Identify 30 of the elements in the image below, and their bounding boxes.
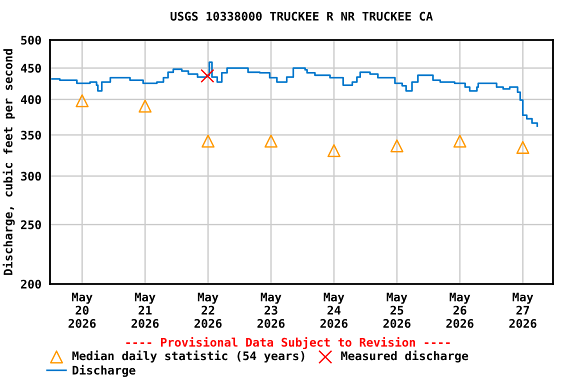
x-tick-label: May 22 2026	[194, 292, 222, 328]
x-tick-label: May 21 2026	[132, 292, 159, 328]
text: ---- Provisional Data Subject to Revision ----	[126, 336, 450, 350]
y-tick-label: 450	[20, 64, 41, 73]
legend-label: Median daily statistic (54 years)	[72, 350, 304, 363]
x-tick-label: May 26 2026	[446, 292, 474, 328]
x-tick-label: May 27 2026	[509, 292, 536, 328]
legend-label: Measured discharge	[341, 350, 468, 363]
legend-label: Discharge	[72, 364, 136, 377]
y-tick-label: 400	[20, 95, 41, 104]
point	[327, 144, 340, 158]
point	[76, 94, 89, 108]
x-tick-label: May 24 2026	[320, 292, 348, 328]
point	[390, 139, 404, 152]
y-axis-title: Discharge, cubic feet per second	[2, 49, 15, 275]
point	[138, 100, 152, 113]
y-tick-label: 500	[21, 36, 41, 45]
x-tick-label: May 25 2026	[383, 292, 410, 328]
point	[453, 134, 466, 148]
y-tick-label: 300	[21, 172, 41, 181]
x-tick-label: May 23 2026	[257, 292, 285, 328]
y-tick-label: 200	[21, 280, 41, 289]
point	[202, 134, 215, 148]
y-tick-label: 350	[21, 130, 41, 140]
point	[200, 68, 214, 83]
chart-title: USGS 10338000 TRUCKEE R NR TRUCKEE CA	[170, 12, 433, 21]
y-tick-label: 250	[21, 220, 41, 230]
point	[516, 140, 530, 154]
x-tick-label: May 20 2026	[68, 292, 96, 328]
point	[264, 134, 278, 148]
